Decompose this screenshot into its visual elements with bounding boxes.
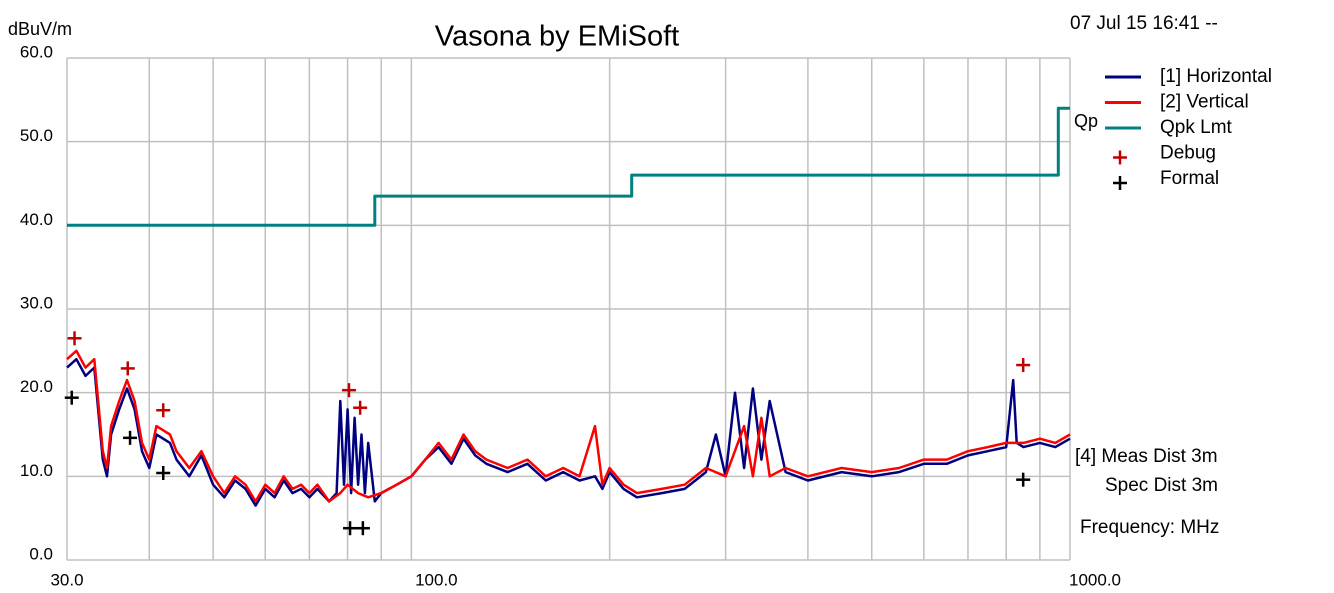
marker bbox=[353, 400, 368, 415]
marker bbox=[67, 331, 82, 346]
timestamp: 07 Jul 15 16:41 -- bbox=[1070, 13, 1218, 34]
marker bbox=[123, 430, 138, 445]
marker bbox=[156, 465, 171, 480]
legend-label: Qpk Lmt bbox=[1160, 117, 1233, 138]
marker bbox=[1016, 472, 1031, 487]
legend-label: [2] Vertical bbox=[1160, 92, 1249, 113]
annotation: [4] Meas Dist 3m bbox=[1075, 446, 1218, 467]
y-tick-label: 20.0 bbox=[20, 377, 53, 396]
marker bbox=[156, 403, 171, 418]
y-tick-label: 10.0 bbox=[20, 461, 53, 480]
legend-label: [1] Horizontal bbox=[1160, 66, 1272, 87]
y-axis-label: dBuV/m bbox=[8, 19, 72, 39]
x-tick-label: 1000.0 bbox=[1069, 570, 1121, 589]
marker bbox=[64, 390, 79, 405]
chart-title: Vasona by EMiSoft bbox=[435, 21, 679, 53]
marker bbox=[120, 361, 135, 376]
annotation: Spec Dist 3m bbox=[1105, 475, 1218, 496]
y-tick-label: 30.0 bbox=[20, 293, 53, 312]
series-line bbox=[66, 349, 1071, 503]
x-tick-label: 100.0 bbox=[415, 570, 458, 589]
legend-label: Debug bbox=[1160, 143, 1216, 164]
limit-label: Qp bbox=[1074, 111, 1098, 131]
legend-swatch bbox=[1113, 150, 1127, 165]
x-tick-label: 30.0 bbox=[50, 570, 83, 589]
annotation: Frequency: MHz bbox=[1080, 517, 1219, 538]
marker bbox=[355, 521, 370, 536]
legend-label: Formal bbox=[1160, 168, 1219, 189]
marker bbox=[341, 383, 356, 398]
series-line bbox=[67, 106, 1070, 227]
y-tick-label: 0.0 bbox=[29, 544, 53, 563]
y-tick-label: 50.0 bbox=[20, 126, 53, 145]
y-tick-label: 60.0 bbox=[20, 42, 53, 61]
marker bbox=[343, 521, 358, 536]
marker bbox=[1016, 358, 1031, 373]
y-tick-label: 40.0 bbox=[20, 210, 53, 229]
legend-swatch bbox=[1113, 176, 1127, 190]
